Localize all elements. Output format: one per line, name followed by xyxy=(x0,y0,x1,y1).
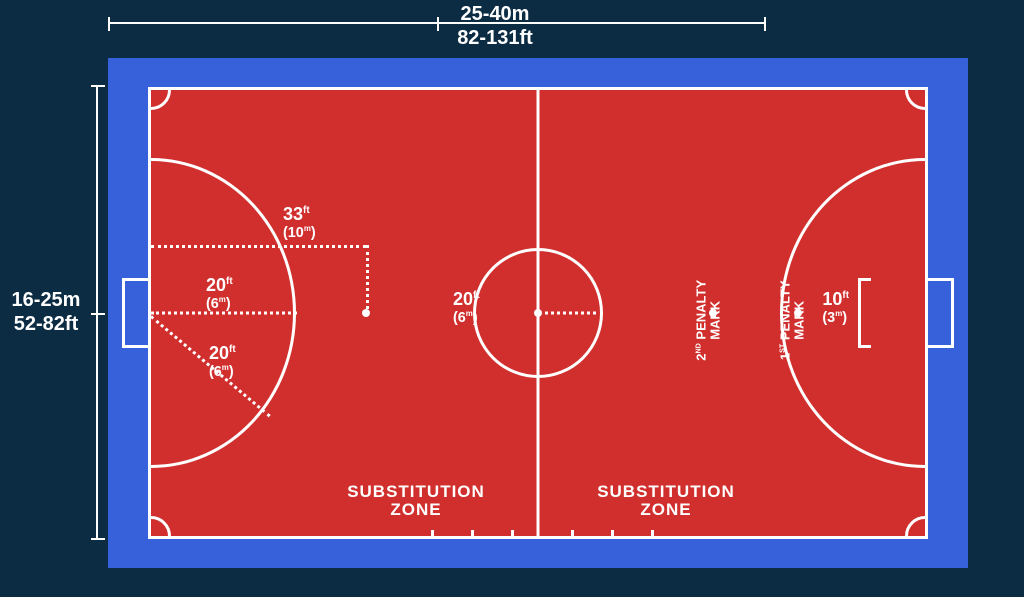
label-6m-penalty: 20ft (6m) xyxy=(206,276,233,312)
width-ft: 82-131ft xyxy=(457,27,533,49)
left-10m-guide-h xyxy=(151,245,366,248)
left-10m-guide-v xyxy=(366,245,369,316)
label-1st-penalty-mark: 1ST PENALTY MARK xyxy=(779,260,808,380)
sub-tick xyxy=(471,530,474,539)
center-diameter xyxy=(538,312,603,315)
sub-tick xyxy=(611,530,614,539)
width-m: 25-40m xyxy=(461,3,530,25)
sub-tick xyxy=(571,530,574,539)
label-goal-10ft: 10ft (3m) xyxy=(822,290,849,326)
corner-arc-tr xyxy=(905,87,928,110)
goal-left xyxy=(122,278,148,348)
height-bracket xyxy=(96,85,98,540)
height-dim-label: 16-25m 52-82ft xyxy=(0,288,92,336)
label-10m: 33ft (10m) xyxy=(283,205,316,241)
height-m: 16-25m xyxy=(12,289,81,311)
width-dim-label: 25-40m 82-131ft xyxy=(430,2,560,50)
sub-tick xyxy=(651,530,654,539)
label-2nd-penalty-mark: 2ND PENALTY MARK xyxy=(695,260,724,380)
goal-width-bracket xyxy=(858,278,861,348)
corner-arc-bl xyxy=(148,516,171,539)
second-penalty-dot-left xyxy=(362,309,370,317)
sub-zone-left: SUBSTITUTION ZONE xyxy=(311,483,521,520)
label-center-6m: 20ft (6m) xyxy=(453,290,480,326)
corner-arc-tl xyxy=(148,87,171,110)
goal-right xyxy=(928,278,954,348)
sub-tick xyxy=(431,530,434,539)
futsal-pitch: 33ft (10m) 20ft (6m) 20ft (6m) 20ft (6m)… xyxy=(148,87,928,539)
sub-zone-right: SUBSTITUTION ZONE xyxy=(561,483,771,520)
height-ft: 52-82ft xyxy=(14,313,78,335)
label-6m-arc: 20ft (6m) xyxy=(209,344,236,380)
sub-tick xyxy=(511,530,514,539)
corner-arc-br xyxy=(905,516,928,539)
